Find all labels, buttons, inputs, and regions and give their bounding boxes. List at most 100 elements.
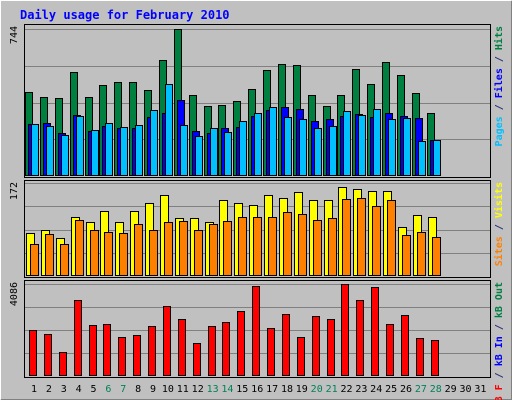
day-label-26: 26 xyxy=(400,384,412,395)
bar-sites-day-18 xyxy=(283,212,292,276)
bar-sites-day-25 xyxy=(387,200,396,276)
bar-pages-day-28 xyxy=(433,140,441,176)
bar-pages-day-10 xyxy=(165,84,173,176)
bar-sites-day-1 xyxy=(30,244,39,276)
legend-item-pages-0: Pages xyxy=(494,116,505,146)
ymax-label-bottom: 4086 xyxy=(9,282,20,306)
bar-pages-day-4 xyxy=(76,116,84,176)
day-label-21: 21 xyxy=(326,384,338,395)
bar-sites-day-14 xyxy=(223,221,232,276)
day-label-13: 13 xyxy=(207,384,219,395)
bar-kb-f-day-20 xyxy=(312,316,320,376)
x-axis-tick-labels: 1 2 3 4 5 6 7 8 9 10 11 12 13 14 15 16 17 18 19 20 21 22 23 24 2… xyxy=(31,384,486,395)
legend-item-visits-2: Visits xyxy=(493,182,505,218)
day-label-8: 8 xyxy=(135,384,141,395)
day-label-19: 19 xyxy=(296,384,308,395)
bar-kb-f-day-18 xyxy=(282,314,290,376)
legend-item-kb-f-0: kB F xyxy=(494,384,505,400)
legend-item-files-2: Files xyxy=(493,68,505,98)
bar-sites-day-24 xyxy=(372,206,381,276)
legend-item--1: / xyxy=(494,98,505,116)
bar-sites-day-7 xyxy=(119,233,128,276)
bar-kb-f-day-26 xyxy=(401,315,409,376)
day-label-2: 2 xyxy=(46,384,52,395)
bar-kb-f-day-22 xyxy=(341,284,349,376)
bar-sites-day-3 xyxy=(60,244,69,276)
day-label-23: 23 xyxy=(355,384,367,395)
day-label-1: 1 xyxy=(31,384,37,395)
bar-pages-day-22 xyxy=(343,111,351,176)
day-label-11: 11 xyxy=(177,384,189,395)
panel-top: 744 Pages / Files / Hits xyxy=(9,24,505,178)
bar-pages-day-13 xyxy=(210,128,218,176)
panel-bottom: 4086 kB F / kB In / kB Out xyxy=(9,280,505,400)
bar-pages-day-23 xyxy=(358,115,366,176)
bar-pages-day-18 xyxy=(284,117,292,176)
chart-title: Daily usage for February 2010 xyxy=(20,8,230,22)
day-label-17: 17 xyxy=(266,384,278,395)
bar-sites-day-8 xyxy=(134,224,143,276)
bar-sites-day-12 xyxy=(194,230,203,276)
bar-kb-f-day-5 xyxy=(89,325,97,376)
bar-kb-f-day-4 xyxy=(74,300,82,376)
bar-pages-day-27 xyxy=(418,141,426,176)
panel-middle: 172 Sites / Visits xyxy=(9,180,505,278)
bar-sites-day-9 xyxy=(149,230,158,276)
day-label-6: 6 xyxy=(105,384,111,395)
day-label-24: 24 xyxy=(370,384,382,395)
bar-pages-day-19 xyxy=(299,119,307,176)
bar-sites-day-2 xyxy=(45,234,54,276)
bar-sites-day-27 xyxy=(417,232,426,276)
bar-kb-f-day-16 xyxy=(252,286,260,376)
bar-kb-f-day-24 xyxy=(371,287,379,376)
bar-sites-day-10 xyxy=(164,222,173,276)
day-label-22: 22 xyxy=(340,384,352,395)
bar-pages-day-12 xyxy=(195,136,203,176)
day-label-27: 27 xyxy=(415,384,427,395)
bar-kb-f-day-3 xyxy=(59,352,67,376)
day-label-25: 25 xyxy=(385,384,397,395)
bar-sites-day-26 xyxy=(402,235,411,276)
day-label-20: 20 xyxy=(311,384,323,395)
bar-kb-f-day-1 xyxy=(29,330,37,376)
day-label-28: 28 xyxy=(430,384,442,395)
legend-item--3: / xyxy=(494,50,505,68)
bar-sites-day-15 xyxy=(238,217,247,276)
day-label-31: 31 xyxy=(474,384,486,395)
bar-sites-day-16 xyxy=(253,217,262,276)
bar-kb-f-day-14 xyxy=(222,322,230,376)
day-label-29: 29 xyxy=(445,384,457,395)
bar-kb-f-day-6 xyxy=(103,324,111,376)
bar-sites-day-11 xyxy=(179,221,188,276)
legend-item--3: / xyxy=(494,318,505,336)
legend-bottom: kB F / kB In / kB Out xyxy=(494,282,505,400)
day-label-18: 18 xyxy=(281,384,293,395)
bar-kb-f-day-15 xyxy=(237,311,245,376)
bar-pages-day-7 xyxy=(120,127,128,176)
bar-pages-day-20 xyxy=(314,128,322,176)
legend-top: Pages / Files / Hits xyxy=(493,26,505,146)
bar-pages-day-1 xyxy=(31,124,39,176)
bar-kb-f-day-8 xyxy=(133,335,141,376)
bar-kb-f-day-27 xyxy=(416,338,424,376)
day-label-9: 9 xyxy=(150,384,156,395)
bar-pages-day-24 xyxy=(373,109,381,176)
bar-kb-f-day-13 xyxy=(208,326,216,376)
bar-sites-day-6 xyxy=(104,232,113,276)
day-label-12: 12 xyxy=(192,384,204,395)
bar-sites-day-23 xyxy=(357,198,366,276)
bar-pages-day-8 xyxy=(135,125,143,176)
bar-kb-f-day-28 xyxy=(431,340,439,376)
bar-sites-day-22 xyxy=(342,199,351,276)
bar-pages-day-25 xyxy=(388,119,396,176)
bar-kb-f-day-23 xyxy=(356,300,364,376)
bar-sites-day-20 xyxy=(313,220,322,276)
day-label-7: 7 xyxy=(120,384,126,395)
day-label-3: 3 xyxy=(61,384,67,395)
legend-item-sites-0: Sites xyxy=(493,236,505,266)
bar-kb-f-day-19 xyxy=(297,337,305,376)
bar-pages-day-15 xyxy=(239,121,247,176)
ymax-label-top: 744 xyxy=(9,26,20,44)
bar-pages-day-26 xyxy=(403,118,411,176)
bar-kb-f-day-12 xyxy=(193,343,201,376)
